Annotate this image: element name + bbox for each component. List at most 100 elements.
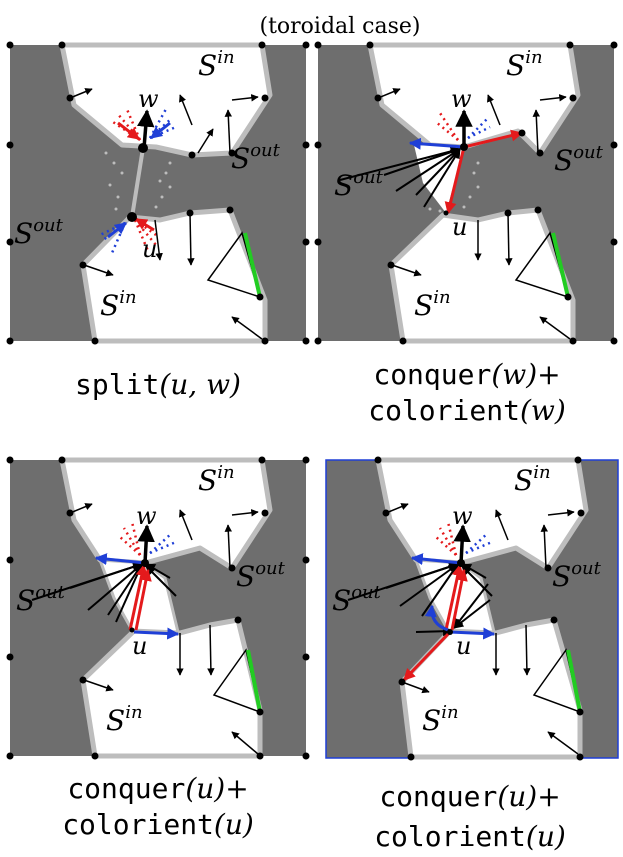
label-w: w <box>138 85 159 113</box>
label-s-out-right: Sout <box>552 558 602 593</box>
blue-arrow-left <box>408 137 465 150</box>
s-out-text: S <box>16 584 35 617</box>
caption-panel4-line1: conquer(u)+ <box>379 780 560 813</box>
black-arrow-w <box>137 524 155 564</box>
s-in-text: S <box>422 704 441 737</box>
s-out-text: S <box>236 560 255 593</box>
s-in-text: S <box>100 289 119 322</box>
split-edge <box>130 147 145 218</box>
label-w: w <box>451 85 472 113</box>
args-u: (u)+ <box>185 772 248 805</box>
black-arrow-w <box>137 109 155 149</box>
panel-conquer-u-b: w u Sin Sout Sout Sin <box>325 456 619 761</box>
caption-panel2-line1: conquer(w)+ <box>373 358 560 391</box>
label-s-in-bottom: Sin <box>100 287 137 322</box>
green-edge <box>246 649 262 713</box>
label-s-out-right: Sout <box>554 142 604 177</box>
label-s-in-bottom: Sin <box>414 287 451 322</box>
blue-dotted-fan-w <box>149 532 177 555</box>
green-edge <box>243 232 262 298</box>
func-colorient: colorient <box>374 820 526 853</box>
blue-dotted-fan-w <box>148 108 177 140</box>
red-double-edge-2 <box>134 568 152 631</box>
s-in-text: S <box>414 289 433 322</box>
s-in-sup: in <box>441 702 458 723</box>
label-s-out-left: Sout <box>332 582 382 617</box>
args-w: (w)+ <box>491 358 560 391</box>
boundary-vertices <box>6 456 310 760</box>
inner-region-bottom <box>80 207 268 344</box>
label-u: u <box>456 632 471 660</box>
boundary-vertices <box>314 41 618 345</box>
s-in-text: S <box>106 704 125 737</box>
s-out-sup: out <box>33 215 63 236</box>
s-out-sup: out <box>35 582 65 603</box>
blue-arrow-right-u <box>133 627 180 640</box>
blue-curved-arrow <box>424 604 449 632</box>
red-dotted-fan-w <box>435 521 458 556</box>
args-w: (w) <box>520 394 566 427</box>
func-conquer: conquer <box>67 772 185 805</box>
blue-arrow-left <box>410 553 462 566</box>
red-arrow-down <box>444 146 466 215</box>
vertex-u <box>129 627 135 633</box>
vertex-w <box>138 143 148 153</box>
label-s-in-top: Sin <box>198 462 235 497</box>
red-arrow-right <box>463 129 524 149</box>
s-out-sup: out <box>353 167 383 188</box>
label-s-out-right: Sout <box>231 140 281 175</box>
s-out-text: S <box>332 584 351 617</box>
label-s-out-right: Sout <box>236 558 286 593</box>
label-s-out-left: Sout <box>16 582 66 617</box>
fan-arrows-w <box>339 146 461 208</box>
vertex-u <box>447 629 453 635</box>
blue-arrow-w <box>150 121 171 140</box>
blue-dotted-fan-w <box>467 117 491 140</box>
label-u: u <box>132 632 147 660</box>
red-double-edge-2 <box>450 568 468 631</box>
inner-region-top <box>375 457 589 571</box>
s-out-sup: out <box>255 558 285 579</box>
boundary-arrows <box>377 88 571 340</box>
panel-conquer-u-a: w u Sin Sout Sout Sin <box>6 456 310 760</box>
s-out-text: S <box>231 142 250 175</box>
s-out-sup: out <box>571 558 601 579</box>
inner-region-bottom <box>388 207 576 344</box>
boundary-arrows <box>69 88 263 340</box>
red-arrow-down-left <box>402 630 452 682</box>
func-colorient: colorient <box>368 394 520 427</box>
s-in-text: S <box>198 464 217 497</box>
caption-panel3-line2: colorient(u) <box>62 808 254 841</box>
figure-title: (toroidal case) <box>259 14 420 39</box>
args-u: (u) <box>214 808 254 841</box>
s-out-sup: out <box>573 142 603 163</box>
dotted-halo <box>104 151 172 211</box>
func-conquer: conquer <box>373 358 491 391</box>
red-dotted-fan-w <box>119 521 142 556</box>
boundary-vertices <box>374 456 585 761</box>
s-in-sup: in <box>525 47 542 68</box>
black-arrow-w <box>453 524 471 564</box>
func-colorient: colorient <box>62 808 214 841</box>
s-in-text: S <box>506 49 525 82</box>
s-in-text: S <box>514 464 533 497</box>
s-out-sup: out <box>250 140 280 161</box>
s-out-sup: out <box>351 582 381 603</box>
label-s-in-bottom: Sin <box>106 702 143 737</box>
blue-arrow-u <box>107 221 127 239</box>
func-conquer: conquer <box>379 780 497 813</box>
panel-split: w u Sin Sout Sout Sin <box>6 41 310 345</box>
s-in-sup: in <box>125 702 142 723</box>
blue-dotted-fan-w <box>465 532 493 555</box>
label-s-out-left: Sout <box>334 167 384 202</box>
vertex-u <box>443 210 449 216</box>
boundary-arrows <box>385 503 579 755</box>
s-out-text: S <box>14 217 33 250</box>
args-uw: (u, w) <box>159 368 241 401</box>
boundary-arrows <box>69 503 259 755</box>
label-u: u <box>142 235 157 263</box>
label-s-out-left: Sout <box>14 215 64 250</box>
blue-dotted-fan-u <box>99 221 127 254</box>
s-in-sup: in <box>119 287 136 308</box>
label-s-in-top: Sin <box>198 47 235 82</box>
